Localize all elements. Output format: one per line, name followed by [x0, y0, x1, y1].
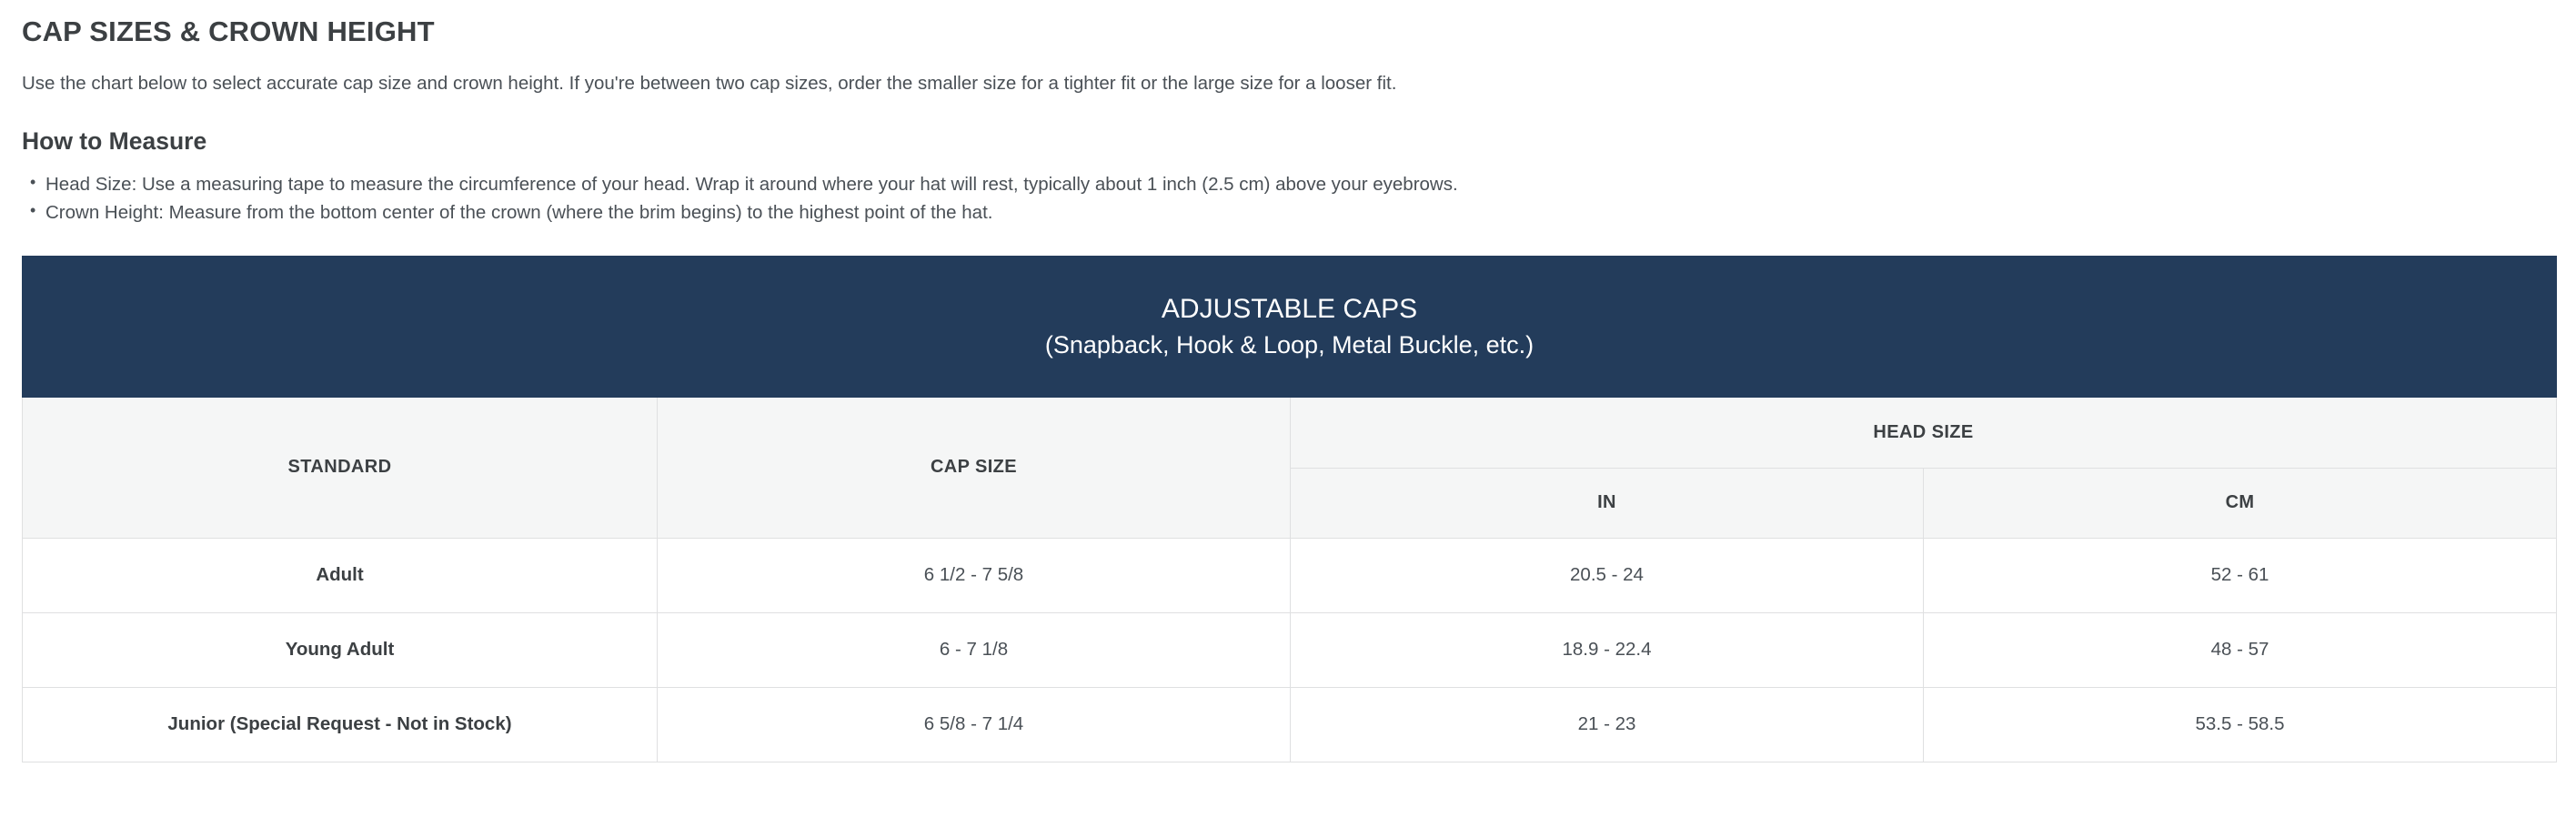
banner-subtitle: (Snapback, Hook & Loop, Metal Buckle, et…	[1044, 330, 1535, 358]
cell-head-size-cm: 52 - 61	[1922, 537, 2558, 613]
cell-standard: Junior (Special Request - Not in Stock)	[22, 686, 658, 762]
column-header-standard: STANDARD	[22, 396, 658, 539]
cap-size-table: ADJUSTABLE CAPS (Snapback, Hook & Loop, …	[21, 255, 2558, 762]
intro-paragraph: Use the chart below to select accurate c…	[22, 73, 1397, 95]
table-banner-cell: ADJUSTABLE CAPS (Snapback, Hook & Loop, …	[21, 255, 2558, 398]
cell-standard: Adult	[22, 537, 658, 613]
table-header-row-primary: STANDARD CAP SIZE HEAD SIZE	[22, 396, 2558, 539]
table-body: Adult 6 1/2 - 7 5/8 20.5 - 24 52 - 61 Yo…	[22, 537, 2558, 762]
cell-head-size-in: 20.5 - 24	[1290, 537, 1924, 613]
cell-standard: Young Adult	[22, 611, 658, 688]
size-table-container: ADJUSTABLE CAPS (Snapback, Hook & Loop, …	[21, 227, 2558, 762]
cell-head-size-in: 21 - 23	[1290, 686, 1924, 762]
cell-cap-size: 6 5/8 - 7 1/4	[657, 686, 1291, 762]
column-header-head-size-in: IN	[1290, 467, 1924, 539]
table-header-row-secondary: IN CM	[23, 467, 2558, 539]
table-row: Young Adult 6 - 7 1/8 18.9 - 22.4 48 - 5…	[22, 611, 2558, 688]
list-item: Crown Height: Measure from the bottom ce…	[22, 197, 2554, 227]
table-banner-row: ADJUSTABLE CAPS (Snapback, Hook & Loop, …	[21, 255, 2558, 398]
table-row: Adult 6 1/2 - 7 5/8 20.5 - 24 52 - 61	[22, 537, 2558, 613]
table-row: Junior (Special Request - Not in Stock) …	[22, 686, 2558, 762]
cell-cap-size: 6 - 7 1/8	[657, 611, 1291, 688]
column-header-cap-size: CAP SIZE	[657, 396, 1291, 539]
cell-head-size-cm: 48 - 57	[1922, 611, 2558, 688]
page-title: CAP SIZES & CROWN HEIGHT	[22, 15, 435, 47]
cell-head-size-cm: 53.5 - 58.5	[1922, 686, 2558, 762]
size-guide-page: CAP SIZES & CROWN HEIGHT Use the chart b…	[0, 0, 2576, 762]
cell-head-size-in: 18.9 - 22.4	[1290, 611, 1924, 688]
column-header-head-size: HEAD SIZE	[1289, 396, 2558, 469]
how-to-measure-heading: How to Measure	[22, 126, 207, 155]
banner-title: ADJUSTABLE CAPS	[1161, 294, 1418, 325]
how-to-measure-list: Head Size: Use a measuring tape to measu…	[22, 157, 2554, 226]
cell-cap-size: 6 1/2 - 7 5/8	[657, 537, 1291, 613]
column-header-head-size-cm: CM	[1922, 467, 2558, 539]
table-head: ADJUSTABLE CAPS (Snapback, Hook & Loop, …	[21, 255, 2558, 539]
list-item: Head Size: Use a measuring tape to measu…	[22, 170, 2554, 198]
